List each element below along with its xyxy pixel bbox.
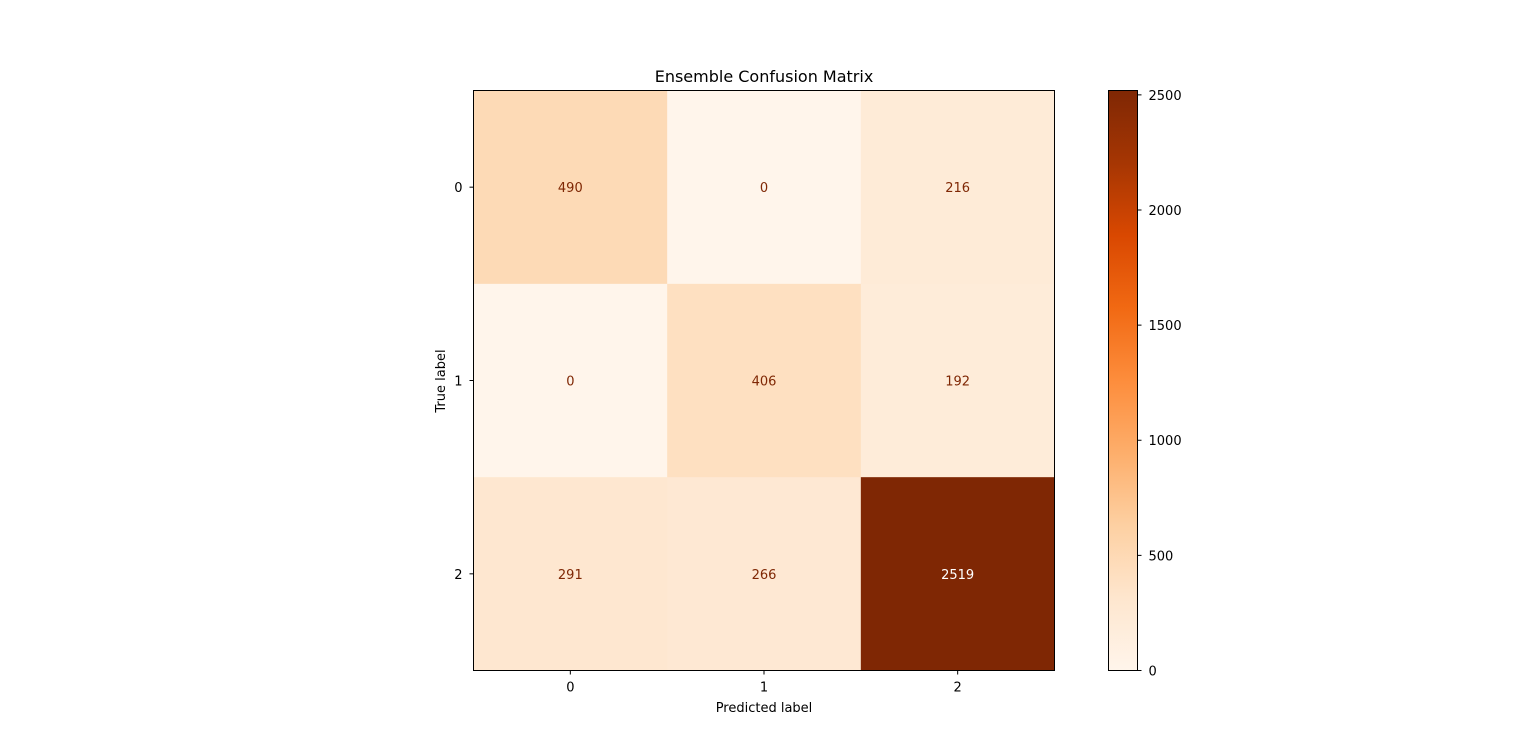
x-tick-label: 1 <box>760 681 768 696</box>
chart-title: Ensemble Confusion Matrix <box>655 67 874 86</box>
colorbar-tick-label: 2500 <box>1149 89 1182 104</box>
matrix-cell <box>860 477 1055 671</box>
matrix-cell <box>473 477 668 671</box>
matrix-cell <box>667 90 862 285</box>
cell-value-label: 0 <box>760 181 768 196</box>
cell-value-label: 192 <box>945 375 970 390</box>
y-axis-ticks: 0 1 2 <box>454 181 474 583</box>
matrix-cells <box>473 90 1055 671</box>
colorbar-tick-label: 500 <box>1149 549 1174 564</box>
y-tick-label: 0 <box>454 181 462 196</box>
matrix-cell <box>473 90 668 285</box>
cell-value-label: 2519 <box>941 568 974 583</box>
colorbar <box>1108 90 1138 671</box>
colorbar-tick-label: 2000 <box>1149 204 1182 219</box>
matrix-cell <box>860 90 1055 285</box>
x-axis-label: Predicted label <box>716 701 813 716</box>
cell-value-label: 291 <box>558 568 583 583</box>
x-tick-label: 2 <box>954 681 962 696</box>
matrix-cell-labels: 490 0 216 0 406 192 291 266 2519 <box>558 181 974 583</box>
colorbar-tick-label: 1000 <box>1149 434 1182 449</box>
cell-value-label: 0 <box>566 375 574 390</box>
colorbar-ticks: 0 500 1000 1500 2000 2500 <box>1137 89 1182 680</box>
matrix-cell <box>473 283 668 478</box>
cell-value-label: 216 <box>945 181 970 196</box>
colorbar-tick-label: 0 <box>1149 665 1157 680</box>
cell-value-label: 406 <box>752 375 777 390</box>
matrix-cell <box>667 477 862 671</box>
y-tick-label: 1 <box>454 375 462 390</box>
y-tick-label: 2 <box>454 568 462 583</box>
x-tick-label: 0 <box>566 681 574 696</box>
x-axis-ticks: 0 1 2 <box>566 670 962 696</box>
matrix-cell <box>860 283 1055 478</box>
colorbar-tick-label: 1500 <box>1149 319 1182 334</box>
matrix-cell <box>667 283 862 478</box>
y-axis-label: True label <box>434 349 449 413</box>
cell-value-label: 266 <box>752 568 777 583</box>
cell-value-label: 490 <box>558 181 583 196</box>
